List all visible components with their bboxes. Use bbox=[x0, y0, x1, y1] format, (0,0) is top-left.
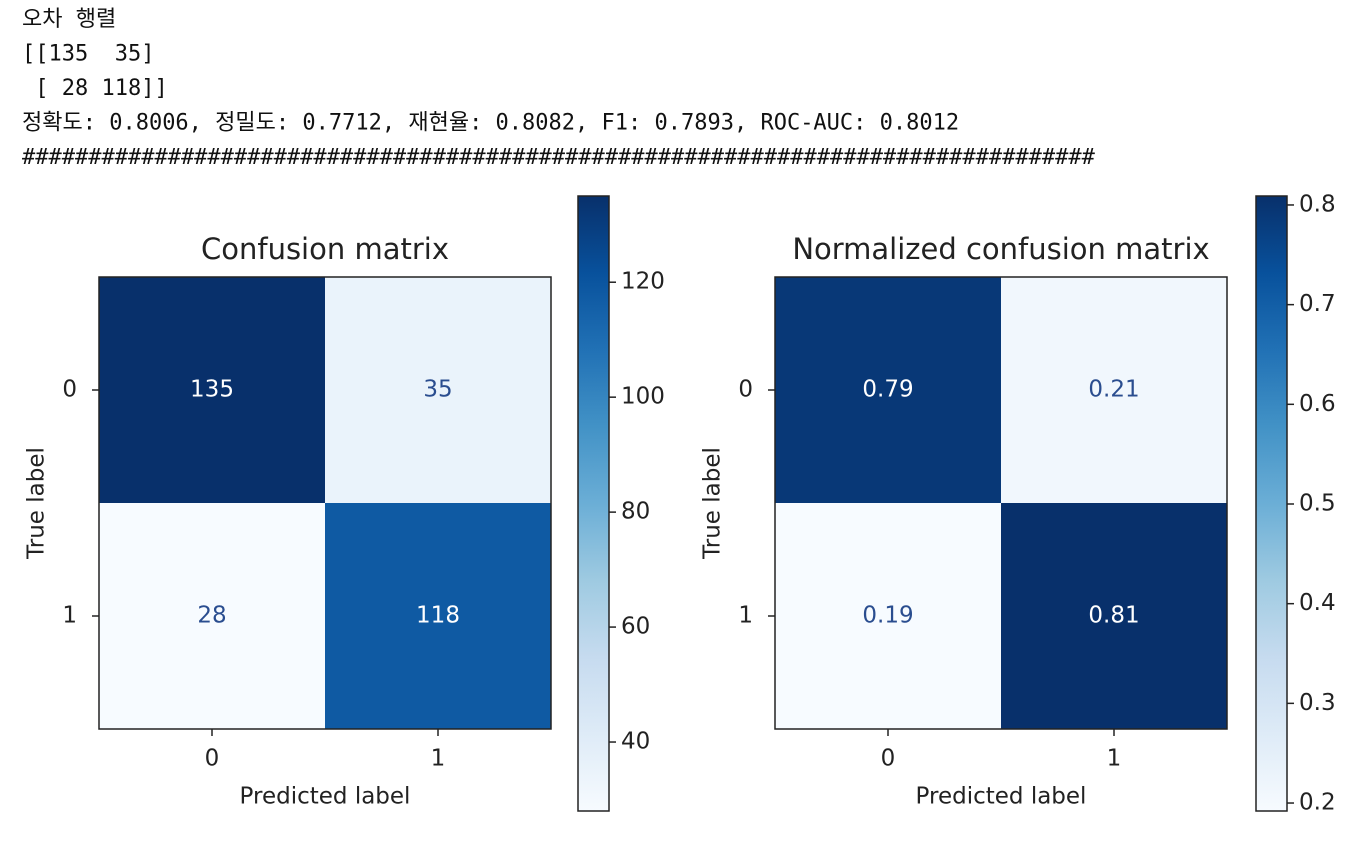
console-line: 정확도: 0.8006, 정밀도: 0.7712, 재현율: 0.8082, F… bbox=[22, 111, 959, 136]
y-tick-label: 0 bbox=[738, 377, 753, 403]
cell-label: 0.21 bbox=[1088, 377, 1139, 403]
axes-frame bbox=[98, 276, 552, 730]
colorbar-tick-label: 0.7 bbox=[1299, 291, 1336, 317]
y-tick-label: 1 bbox=[738, 603, 753, 629]
y-tick-label: 0 bbox=[62, 377, 77, 403]
colorbar bbox=[1255, 195, 1288, 812]
heatmap-cell bbox=[1001, 277, 1227, 503]
cell-label: 135 bbox=[190, 377, 234, 403]
colorbar-tick-label: 100 bbox=[621, 384, 665, 410]
colorbar bbox=[577, 195, 610, 812]
cell-label: 35 bbox=[423, 377, 452, 403]
console-line: ########################################… bbox=[22, 145, 1096, 170]
cell-label: 0.79 bbox=[862, 377, 913, 403]
colorbar-tick-label: 0.8 bbox=[1299, 191, 1336, 217]
colorbar-tick-label: 40 bbox=[621, 729, 650, 755]
x-tick-label: 1 bbox=[431, 746, 446, 772]
colorbar-tick-label: 0.6 bbox=[1299, 391, 1336, 417]
colorbar-tick-label: 80 bbox=[621, 499, 650, 525]
colorbar-tick-label: 0.2 bbox=[1299, 790, 1336, 816]
y-axis-label: True label bbox=[700, 447, 726, 560]
x-axis-label: Predicted label bbox=[240, 784, 411, 810]
colorbar-tick-label: 0.3 bbox=[1299, 690, 1336, 716]
cell-label: 0.19 bbox=[862, 603, 913, 629]
colorbar-tick-label: 0.5 bbox=[1299, 490, 1336, 516]
y-tick-label: 1 bbox=[62, 603, 77, 629]
x-tick-label: 0 bbox=[881, 746, 896, 772]
heatmap-cell bbox=[99, 503, 325, 729]
colorbar-tick-label: 60 bbox=[621, 614, 650, 640]
chart-title: Confusion matrix bbox=[201, 232, 449, 266]
colorbar-tick-label: 120 bbox=[621, 269, 665, 295]
console-line: [[135 35] bbox=[22, 42, 154, 67]
cell-label: 28 bbox=[197, 603, 226, 629]
heatmap-cell bbox=[99, 277, 325, 503]
chart-title: Normalized confusion matrix bbox=[792, 232, 1209, 266]
cell-label: 0.81 bbox=[1088, 603, 1139, 629]
y-axis-label: True label bbox=[24, 447, 50, 560]
heatmap-cell bbox=[325, 277, 551, 503]
heatmap-cell bbox=[775, 277, 1001, 503]
axes-frame bbox=[774, 276, 1228, 730]
heatmap-cell bbox=[775, 503, 1001, 729]
x-tick-label: 0 bbox=[205, 746, 220, 772]
x-tick-label: 1 bbox=[1107, 746, 1122, 772]
heatmap-cell bbox=[325, 503, 551, 729]
heatmap-cell bbox=[1001, 503, 1227, 729]
cell-label: 118 bbox=[416, 603, 460, 629]
colorbar-tick-label: 0.4 bbox=[1299, 590, 1336, 616]
console-line: [ 28 118]] bbox=[22, 76, 168, 101]
x-axis-label: Predicted label bbox=[916, 784, 1087, 810]
console-line: 오차 행렬 bbox=[22, 7, 116, 32]
